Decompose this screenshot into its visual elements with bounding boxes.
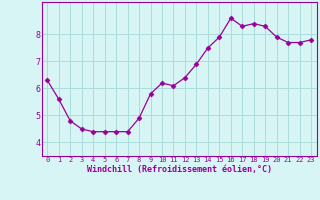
X-axis label: Windchill (Refroidissement éolien,°C): Windchill (Refroidissement éolien,°C) <box>87 165 272 174</box>
